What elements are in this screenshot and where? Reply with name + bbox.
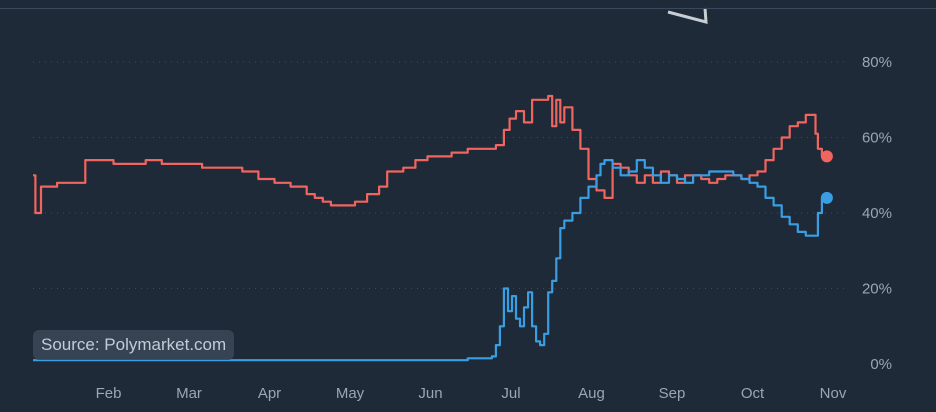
y-tick-label: 40% <box>862 205 892 222</box>
y-tick-label: 20% <box>862 281 892 298</box>
y-tick-label: 60% <box>862 130 892 147</box>
series-end-marker-1 <box>820 191 833 204</box>
x-tick-label: Oct <box>741 385 765 402</box>
x-axis-ticks: Feb Mar Apr May Jun Jul Aug Sep Oct Nov <box>96 385 847 402</box>
x-tick-label: Aug <box>578 385 605 402</box>
y-axis-ticks: 0% 20% 40% 60% 80% <box>862 54 892 373</box>
series-lines <box>33 94 824 362</box>
series-line-1 <box>33 159 824 362</box>
end-markers <box>820 150 833 204</box>
source-note: Source: Polymarket.com <box>33 330 235 360</box>
x-tick-label: May <box>336 385 365 402</box>
x-tick-label: Jun <box>418 385 442 402</box>
x-tick-label: Feb <box>96 385 122 402</box>
logo-fragment <box>0 7 936 24</box>
series-end-marker-0 <box>820 150 833 163</box>
y-tick-label: 0% <box>870 356 892 373</box>
y-tick-label: 80% <box>862 54 892 71</box>
x-tick-label: Nov <box>820 385 847 402</box>
x-tick-label: Apr <box>258 385 281 402</box>
x-tick-label: Mar <box>176 385 202 402</box>
x-tick-label: Jul <box>501 385 520 402</box>
x-tick-label: Sep <box>659 385 686 402</box>
